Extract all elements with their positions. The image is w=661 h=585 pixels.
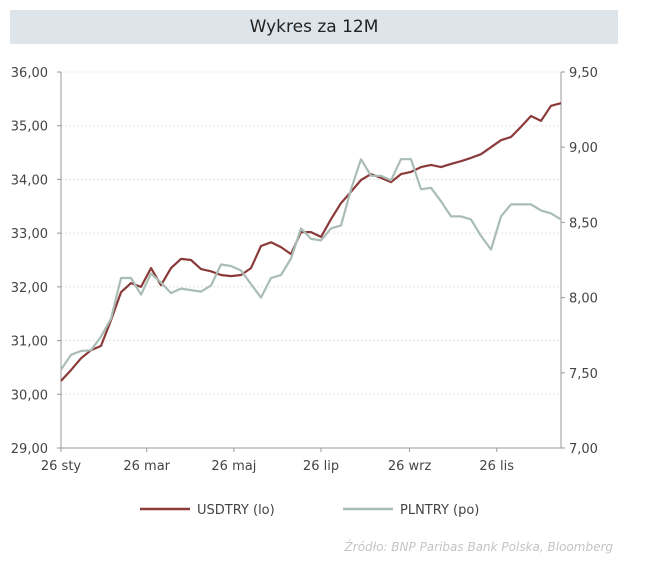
y-right-tick-label: 7,00 <box>569 442 598 457</box>
y-left-tick-label: 29,00 <box>11 442 48 457</box>
y-left-tick-label: 34,00 <box>11 173 48 188</box>
y-left-tick-label: 35,00 <box>11 120 48 135</box>
y-left-tick-label: 32,00 <box>11 281 48 296</box>
y-left-tick-label: 33,00 <box>11 227 48 242</box>
y-left-tick-label: 36,00 <box>11 66 48 81</box>
legend-label: USDTRY (lo) <box>197 503 275 518</box>
y-right-tick-label: 9,00 <box>569 141 598 156</box>
y-left-tick-label: 31,00 <box>11 335 48 350</box>
x-tick-label: 26 lip <box>303 459 339 474</box>
series-line-plntry <box>60 158 562 371</box>
series-line-usdtry <box>60 102 562 382</box>
y-right-tick-label: 8,00 <box>569 292 598 307</box>
y-right-tick-label: 7,50 <box>569 367 598 382</box>
y-left-tick-label: 30,00 <box>11 388 48 403</box>
source-note: Źródło: BNP Paribas Bank Polska, Bloombe… <box>344 540 613 554</box>
x-tick-label: 26 wrz <box>388 459 432 474</box>
x-tick-label: 26 maj <box>211 459 256 474</box>
x-tick-label: 26 lis <box>479 459 514 474</box>
legend-label: PLNTRY (po) <box>400 503 479 518</box>
y-right-tick-label: 9,50 <box>569 66 598 81</box>
x-tick-label: 26 sty <box>41 459 82 474</box>
y-right-tick-label: 8,50 <box>569 216 598 231</box>
x-tick-label: 26 mar <box>123 459 170 474</box>
chart-title: Wykres za 12M <box>10 10 618 44</box>
